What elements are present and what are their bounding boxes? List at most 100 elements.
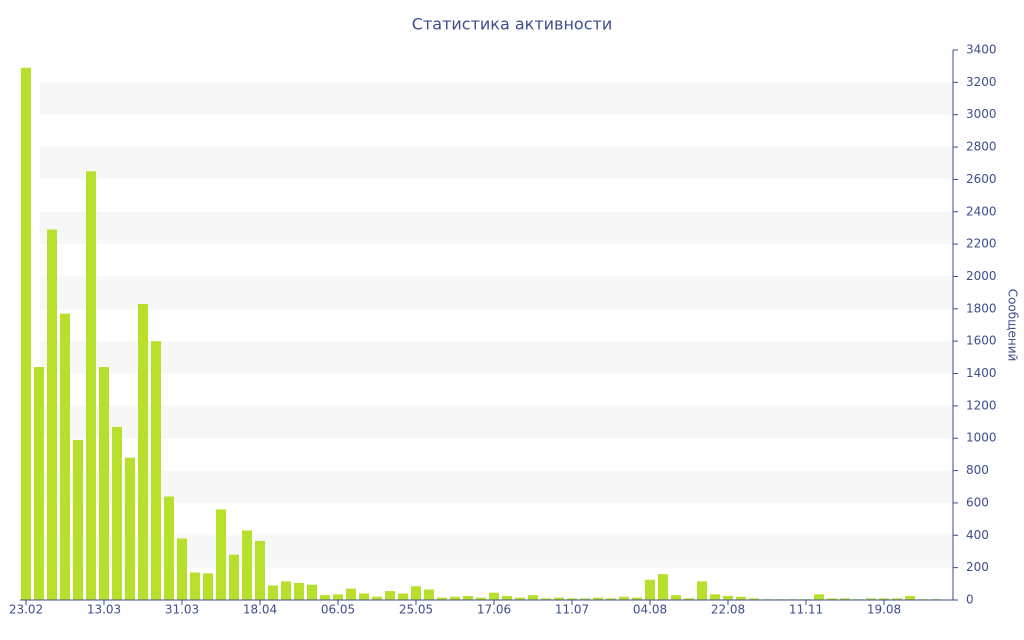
bar [554,597,564,600]
y-tick-label: 2200 [966,237,997,251]
grid-band [40,341,953,374]
bar [515,597,525,600]
bar [242,530,252,600]
bar [528,595,538,600]
bar [398,593,408,600]
bar [684,598,694,600]
bar [21,67,31,600]
bar [619,596,629,600]
x-tick-label: 23.02 [9,603,43,617]
y-tick-label: 1200 [966,398,997,412]
bar [879,598,889,600]
bar [905,595,915,600]
bar [736,596,746,600]
y-tick-label: 2800 [966,140,997,154]
grid-band [40,276,953,309]
y-tick-label: 200 [966,560,989,574]
y-tick-label: 3200 [966,75,997,89]
y-tick-label: 800 [966,463,989,477]
bar [580,598,590,600]
y-tick-label: 0 [966,593,974,607]
bar [99,367,109,600]
x-tick-label: 11.07 [555,603,589,617]
bar [476,597,486,600]
bar [203,573,213,600]
bar [229,554,239,600]
bar [34,367,44,600]
y-tick-label: 2000 [966,269,997,283]
bar [463,595,473,600]
bar [86,171,96,600]
grid-band [40,470,953,503]
bar [47,229,57,600]
chart-title: Статистика активности [412,15,612,34]
bar [450,596,460,600]
x-tick-label: 04.08 [633,603,667,617]
bar [710,594,720,600]
bar [268,585,278,600]
bar [320,595,330,600]
y-tick-label: 2400 [966,204,997,218]
bar [333,594,343,600]
bar [632,597,642,600]
x-tick-label: 06.05 [321,603,355,617]
bar [424,589,434,600]
bar [437,597,447,600]
bar [60,313,70,600]
bar [827,598,837,600]
bar [372,596,382,600]
bar [567,598,577,600]
bar [151,341,161,600]
bar [658,574,668,600]
bar [294,583,304,600]
bar [606,598,616,600]
y-tick-label: 3000 [966,107,997,121]
grid-band [40,147,953,180]
bar [593,597,603,600]
y-axis-title: Сообщений [1006,289,1020,362]
bar [749,598,759,600]
bar [359,593,369,600]
y-tick-label: 1600 [966,334,997,348]
bar [892,598,902,600]
bar [697,581,707,600]
bar [177,538,187,600]
x-tick-label: 31.03 [165,603,199,617]
grid-band [40,535,953,568]
y-tick-label: 400 [966,528,989,542]
bar [125,457,135,600]
bar [190,572,200,600]
bar [73,439,83,600]
y-tick-label: 3400 [966,43,997,57]
bar [411,586,421,600]
bar [840,598,850,600]
bar [164,496,174,600]
x-tick-label: 19.08 [867,603,901,617]
bar [112,426,122,600]
x-tick-label: 17.06 [477,603,511,617]
x-tick-label: 13.03 [87,603,121,617]
bar [814,594,824,600]
y-tick-label: 600 [966,495,989,509]
bar [281,581,291,600]
bar [216,509,226,600]
x-tick-label: 11.11 [789,603,823,617]
x-tick-label: 18.04 [243,603,277,617]
bar [138,303,148,600]
y-tick-label: 2600 [966,172,997,186]
grid-band [40,405,953,439]
grid-band [40,82,953,115]
grid-band [40,211,953,245]
bar [671,595,681,600]
bar [346,588,356,600]
x-tick-label: 25.05 [399,603,433,617]
y-tick-label: 1400 [966,366,997,380]
x-tick-label: 22.08 [711,603,745,617]
bar [866,598,876,600]
bar [541,598,551,600]
bar [502,595,512,600]
bar [385,591,395,600]
y-tick-label: 1000 [966,431,997,445]
